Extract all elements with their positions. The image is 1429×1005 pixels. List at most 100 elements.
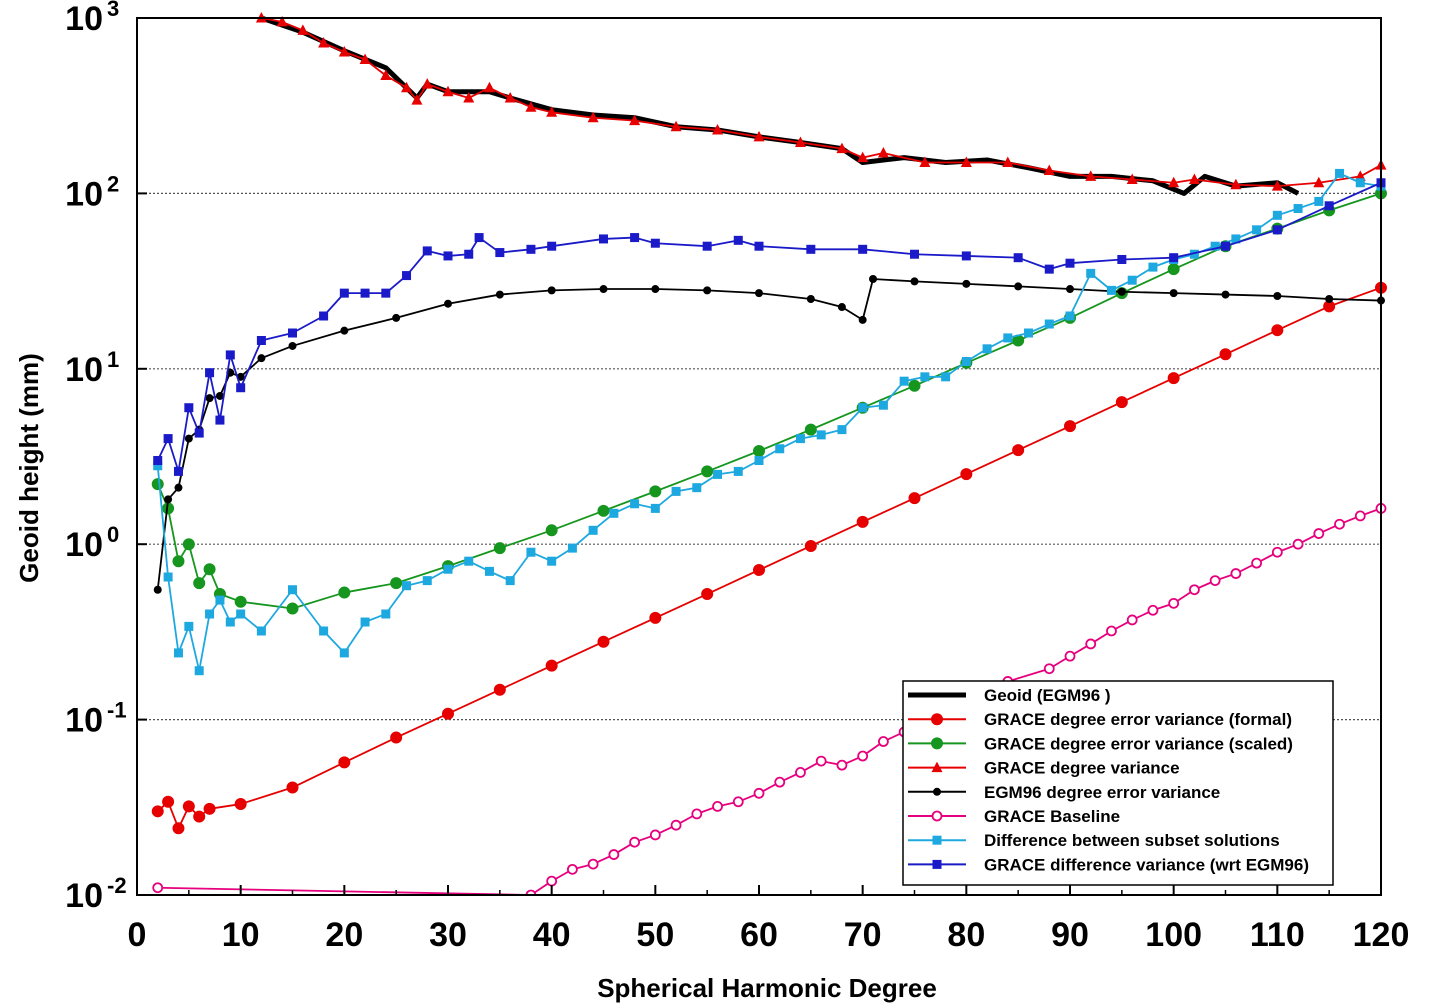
data-point [692, 483, 702, 493]
data-point [649, 485, 662, 498]
data-point [753, 130, 765, 142]
x-tick-label: 110 [1250, 916, 1305, 954]
data-point [712, 123, 724, 135]
data-point [599, 234, 608, 244]
data-point [629, 836, 640, 848]
data-point [153, 456, 163, 466]
data-point [256, 626, 266, 636]
data-point [670, 819, 682, 831]
data-point [1271, 180, 1283, 191]
legend-item: GRACE degree error variance (scaled) [908, 734, 1293, 753]
data-point [649, 611, 662, 624]
data-point [319, 626, 329, 636]
data-point [702, 241, 712, 251]
data-point [484, 566, 494, 576]
data-point [444, 299, 452, 308]
data-point [184, 403, 194, 413]
data-point [359, 53, 371, 64]
data-point [1127, 275, 1137, 285]
data-point [1169, 289, 1178, 298]
data-point [910, 277, 919, 286]
data-point [1002, 156, 1014, 168]
data-point [960, 156, 972, 168]
data-point [567, 863, 578, 875]
data-point [422, 246, 432, 256]
data-point [1271, 546, 1283, 558]
data-point [401, 81, 413, 93]
data-point [1126, 173, 1138, 185]
data-point [919, 156, 931, 168]
data-point [546, 875, 558, 887]
x-tick-label: 10 [222, 916, 260, 954]
y-tick-label: 10 [65, 526, 103, 564]
legend-label: EGM96 degree error variance [984, 783, 1220, 802]
data-point [463, 91, 475, 103]
data-point [236, 383, 246, 393]
data-point [1292, 538, 1304, 550]
data-point [1272, 225, 1282, 235]
data-point [806, 244, 816, 254]
data-point [443, 251, 453, 261]
data-point [493, 683, 506, 696]
data-point [733, 466, 743, 476]
data-point [608, 849, 620, 860]
series-7 [153, 168, 1386, 676]
data-point [1325, 295, 1334, 304]
data-point [1334, 518, 1345, 530]
x-tick-label: 70 [844, 916, 882, 954]
data-point [381, 609, 391, 619]
legend-label: GRACE degree error variance (formal) [984, 710, 1292, 729]
y-tick-exponent: -2 [107, 873, 127, 898]
data-point [495, 290, 504, 299]
data-point [546, 106, 558, 117]
data-point [1272, 210, 1282, 220]
data-point [236, 609, 246, 619]
series-line [156, 181, 1382, 473]
data-point [545, 659, 558, 672]
legend-item: GRACE degree error variance (formal) [908, 710, 1292, 729]
data-point [597, 635, 610, 648]
series-2 [151, 281, 1387, 835]
y-tick-label: 10 [65, 702, 103, 740]
data-point [1066, 285, 1074, 294]
data-point [474, 233, 484, 243]
data-point [340, 326, 349, 335]
data-point [525, 889, 537, 895]
data-point [1354, 510, 1366, 522]
data-point [1209, 575, 1221, 587]
y-tick-label: 10 [65, 175, 103, 213]
y-tick-label: 10 [65, 0, 103, 38]
data-point [629, 114, 641, 126]
data-point [599, 285, 608, 294]
data-point [151, 478, 164, 491]
data-point [286, 602, 299, 615]
data-point [360, 288, 370, 298]
x-tick-label: 40 [533, 916, 571, 954]
data-point [153, 585, 162, 594]
legend-label: GRACE Baseline [984, 807, 1120, 826]
data-point [203, 802, 216, 815]
data-point [1043, 164, 1055, 176]
legend-label: Difference between subset solutions [984, 831, 1280, 850]
y-tick-exponent: 1 [107, 347, 119, 372]
data-point [504, 91, 516, 103]
data-point [173, 648, 183, 658]
data-point [203, 563, 216, 576]
data-point [961, 357, 971, 367]
legend-item: Geoid (EGM96 ) [908, 686, 1111, 705]
data-point [733, 235, 743, 245]
data-point [858, 244, 868, 254]
data-point [671, 486, 681, 496]
data-point [225, 617, 235, 627]
legend-item: GRACE degree variance [908, 759, 1180, 778]
data-point [670, 120, 682, 132]
data-point [1167, 372, 1180, 385]
legend-label: GRACE degree variance [984, 759, 1180, 778]
series-line [260, 15, 1300, 196]
data-point [1230, 568, 1242, 579]
data-point [163, 434, 173, 444]
data-point [856, 515, 869, 528]
legend-label: Geoid (EGM96 ) [984, 686, 1111, 705]
legend-box [902, 680, 1334, 886]
data-point [276, 15, 288, 27]
